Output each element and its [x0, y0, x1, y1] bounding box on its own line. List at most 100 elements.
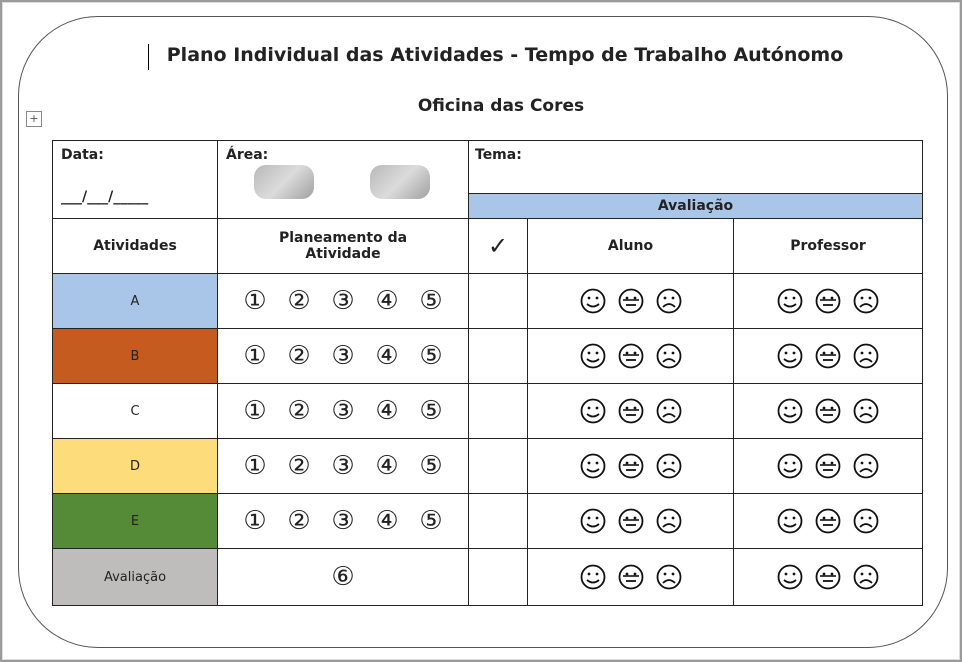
activity-label: E	[52, 493, 218, 549]
smiley-icon	[777, 453, 803, 479]
title: Plano Individual das Atividades - Tempo …	[166, 44, 844, 66]
smiley-icon	[777, 398, 803, 424]
planning-number: ④	[375, 286, 399, 316]
smiley-icon	[656, 453, 681, 479]
planning-number: ②	[287, 396, 311, 426]
smiley-icon	[618, 288, 643, 314]
planning-number: ②	[287, 451, 311, 481]
planning-number: ④	[375, 506, 399, 536]
planning-number: ③	[331, 396, 355, 426]
face-cell	[527, 273, 734, 329]
rounded-card	[18, 16, 948, 648]
smiley-icon	[853, 398, 879, 424]
planning-number: ②	[287, 286, 311, 316]
check-cell	[468, 273, 528, 329]
smiley-icon	[656, 398, 681, 424]
area-cell: Área:	[217, 140, 469, 219]
face-cell	[527, 383, 734, 439]
smiley-icon	[853, 508, 879, 534]
column-header: ✓	[468, 218, 528, 274]
area-image	[370, 165, 430, 199]
column-header: Professor	[732, 218, 924, 274]
planning-number: ⑤	[419, 286, 443, 316]
smiley-icon	[777, 343, 803, 369]
face-cell	[732, 438, 924, 494]
face-cell	[732, 273, 924, 329]
plan-table: Data: ___/___/_____ Área: Tema: Avaliaçã…	[52, 140, 924, 606]
smiley-icon	[853, 343, 879, 369]
smiley-icon	[777, 564, 803, 590]
smiley-icon	[815, 508, 841, 534]
face-cell	[527, 328, 734, 384]
planning-number: ④	[375, 396, 399, 426]
evaluation-header: Avaliação	[467, 193, 924, 219]
smiley-icon	[618, 343, 643, 369]
face-cell	[527, 493, 734, 549]
column-header: Aluno	[527, 218, 734, 274]
planning-number: ①	[243, 451, 267, 481]
area-image	[254, 165, 314, 199]
check-cell	[468, 438, 528, 494]
check-cell	[468, 328, 528, 384]
smiley-icon	[618, 453, 643, 479]
planning-number: ④	[375, 451, 399, 481]
smiley-icon	[580, 343, 605, 369]
theme-cell: Tema:	[467, 140, 924, 194]
area-label: Área:	[226, 147, 269, 163]
planning-number: ③	[331, 506, 355, 536]
planning-number: ⑤	[419, 451, 443, 481]
smiley-icon	[656, 508, 681, 534]
planning-number: ③	[331, 451, 355, 481]
smiley-icon	[815, 398, 841, 424]
activity-label: A	[52, 273, 218, 329]
planning-number: ②	[287, 341, 311, 371]
smiley-icon	[618, 564, 643, 590]
smiley-icon	[815, 564, 841, 590]
column-header: Planeamento da Atividade	[217, 218, 469, 274]
smiley-icon	[777, 508, 803, 534]
planning-number: ①	[243, 341, 267, 371]
top-row: Data: ___/___/_____ Área: Tema:	[52, 140, 924, 219]
check-cell	[468, 548, 528, 606]
smiley-icon	[815, 343, 841, 369]
column-header-row: Atividades Planeamento da Atividade ✓ Al…	[52, 218, 924, 274]
planning-number: ⑥	[331, 562, 355, 592]
face-cell	[732, 548, 924, 606]
planning-number: ②	[287, 506, 311, 536]
planning-number: ⑤	[419, 341, 443, 371]
smiley-icon	[853, 288, 879, 314]
check-cell	[468, 383, 528, 439]
move-handle[interactable]: +	[26, 111, 42, 127]
smiley-icon	[580, 453, 605, 479]
smiley-icon	[853, 453, 879, 479]
smiley-icon	[580, 398, 605, 424]
face-cell	[527, 548, 734, 606]
date-label: Data:	[61, 147, 104, 163]
planning-number: ⑤	[419, 506, 443, 536]
face-cell	[732, 328, 924, 384]
date-blank: ___/___/_____	[61, 189, 149, 205]
planning-number: ①	[243, 506, 267, 536]
activity-label: C	[52, 383, 218, 439]
smiley-icon	[777, 288, 803, 314]
evaluation-row: Avaliação	[53, 193, 924, 219]
date-cell: Data: ___/___/_____	[52, 140, 218, 219]
smiley-icon	[580, 508, 605, 534]
planning-cell: ⑥	[217, 548, 469, 606]
planning-number: ③	[331, 286, 355, 316]
smiley-icon	[815, 453, 841, 479]
smiley-icon	[853, 564, 879, 590]
face-cell	[732, 493, 924, 549]
